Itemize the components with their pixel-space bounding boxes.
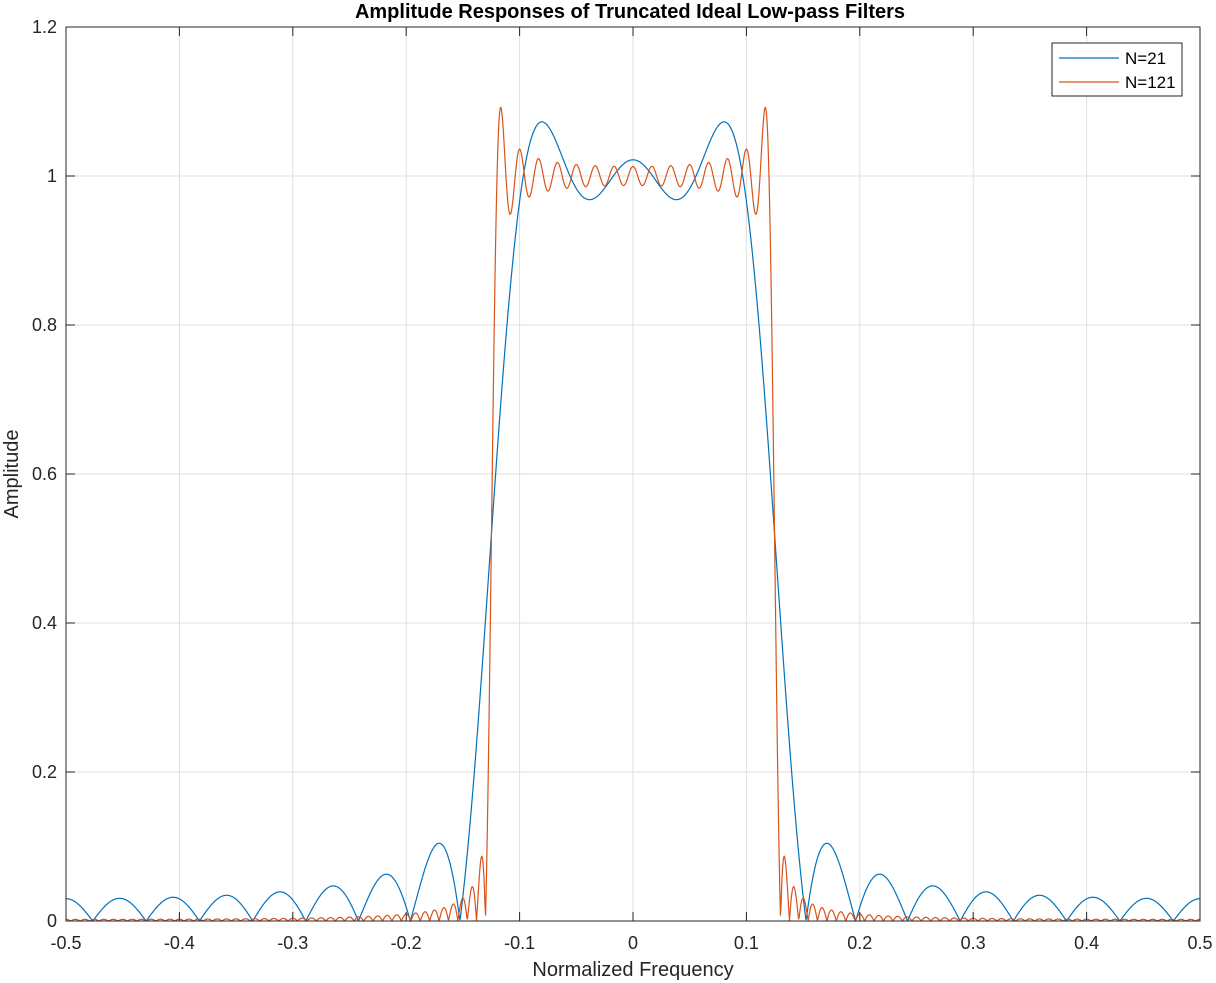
legend-label: N=21 <box>1125 49 1166 68</box>
y-tick-label: 0 <box>47 911 57 931</box>
y-axis-label: Amplitude <box>1 430 23 519</box>
x-tick-label: -0.5 <box>50 933 81 953</box>
x-tick-label: 0.2 <box>847 933 872 953</box>
x-tick-label: 0.1 <box>734 933 759 953</box>
x-tick-label: -0.2 <box>391 933 422 953</box>
legend: N=21 N=121 <box>1051 42 1183 97</box>
y-tick-label: 0.8 <box>32 315 57 335</box>
y-tick-label: 0.2 <box>32 762 57 782</box>
x-tick-label: 0.5 <box>1187 933 1212 953</box>
y-tick-label: 1.2 <box>32 17 57 37</box>
series-line-n-121 <box>65 106 1201 923</box>
x-axis-label: Normalized Frequency <box>532 959 733 981</box>
chart-title: Amplitude Responses of Truncated Ideal L… <box>355 1 905 23</box>
series-layer <box>65 106 1201 923</box>
x-tick-label: 0 <box>628 933 638 953</box>
x-tick-label: -0.3 <box>277 933 308 953</box>
legend-label: N=121 <box>1125 73 1176 92</box>
x-tick-label: 0.3 <box>961 933 986 953</box>
grid <box>65 26 1201 922</box>
y-tick-label: 1 <box>47 166 57 186</box>
series-line-n-21 <box>65 121 1201 922</box>
legend-box <box>1051 42 1183 97</box>
ticks: -0.5 -0.4 -0.3 -0.2 -0.1 0 0.1 0.2 0.3 0.4 0.5 0 0.2… <box>32 17 1213 953</box>
x-tick-label: -0.1 <box>504 933 535 953</box>
y-tick-label: 0.6 <box>32 464 57 484</box>
x-tick-label: -0.4 <box>164 933 195 953</box>
y-tick-label: 0.4 <box>32 613 57 633</box>
x-tick-label: 0.4 <box>1074 933 1099 953</box>
